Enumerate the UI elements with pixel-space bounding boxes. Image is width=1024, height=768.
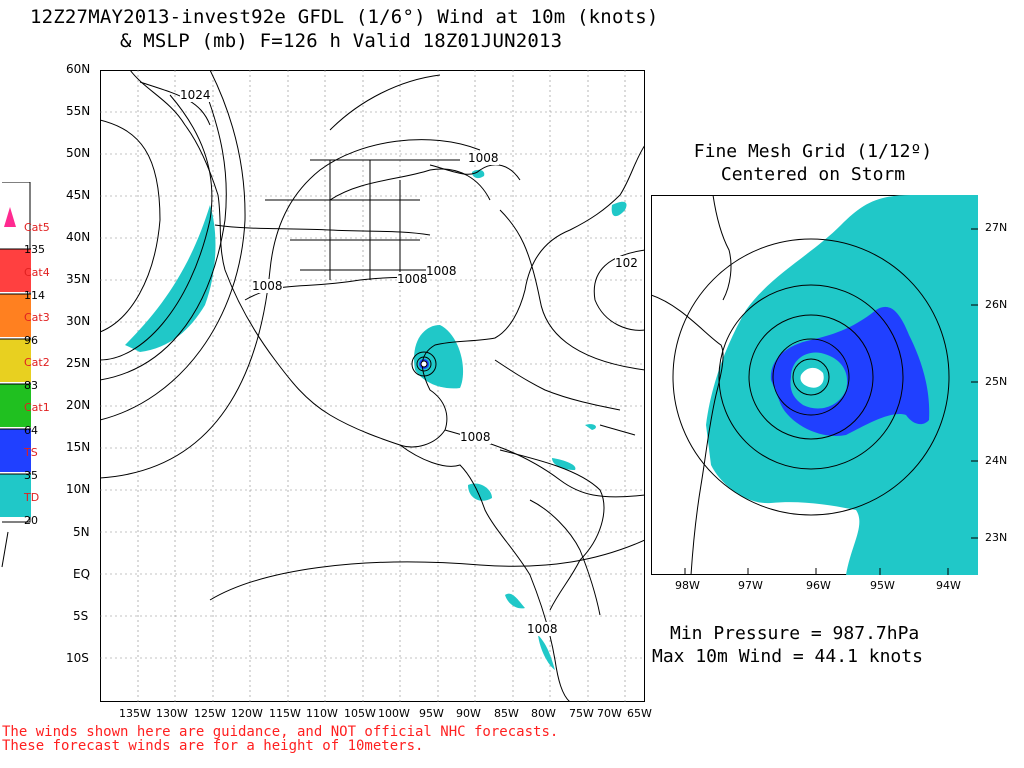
legend-cat5: Cat5 xyxy=(24,221,50,234)
legend-ts: TS xyxy=(24,446,38,459)
lat-label-50n: 50N xyxy=(66,146,91,160)
isobar-label-1008-carib: 1008 xyxy=(460,430,491,444)
lat-label-45n: 45N xyxy=(66,188,91,202)
legend-135: 135 xyxy=(24,243,45,256)
legend-20: 20 xyxy=(24,514,38,527)
lat-label-55n: 55N xyxy=(66,104,91,118)
lon-label-80w: 80W xyxy=(531,707,556,720)
isobar-label-1008-central: 1008 xyxy=(397,272,428,286)
lat-label-5s: 5S xyxy=(73,609,89,623)
fm-lat-25n: 25N xyxy=(985,375,1008,388)
legend-td: TD xyxy=(24,491,40,504)
lat-label-20n: 20N xyxy=(66,398,91,412)
fine-mesh-title-1: Fine Mesh Grid (1/12º) xyxy=(693,141,933,162)
fm-lat-24n: 24N xyxy=(985,454,1008,467)
legend-114: 114 xyxy=(24,289,45,302)
title-line-1: 12Z27MAY2013-invest92e GFDL (1/6°) Wind … xyxy=(30,6,659,28)
isobar-label-1024-nw: 1024 xyxy=(180,88,211,102)
lon-label-75w: 75W xyxy=(569,707,594,720)
lat-label-25n: 25N xyxy=(66,356,91,370)
td-wind-area-gulf xyxy=(414,325,464,389)
lat-label-35n: 35N xyxy=(66,272,91,286)
lon-label-115w: 115W xyxy=(269,707,301,720)
legend-96: 96 xyxy=(24,334,38,347)
isobars xyxy=(100,70,645,601)
lon-label-65w: 65W xyxy=(627,707,652,720)
fm-lon-98w: 98W xyxy=(675,579,700,592)
max-wind: Max 10m Wind = 44.1 knots xyxy=(652,646,923,667)
title-line-2: & MSLP (mb) F=126 h Valid 18Z01JUN2013 xyxy=(120,30,563,52)
isobar-label-1008-sa: 1008 xyxy=(527,622,558,636)
disclaimer-line-2: These forecast winds are for a height of… xyxy=(2,738,424,754)
lon-label-90w: 90W xyxy=(456,707,481,720)
legend-83: 83 xyxy=(24,379,38,392)
fm-lon-97w: 97W xyxy=(738,579,763,592)
lon-label-85w: 85W xyxy=(494,707,519,720)
fm-lat-27n: 27N xyxy=(985,221,1008,234)
lon-label-125w: 125W xyxy=(194,707,226,720)
fm-lon-95w: 95W xyxy=(870,579,895,592)
lon-label-130w: 130W xyxy=(156,707,188,720)
isobar-label-102-atlantic: 102 xyxy=(615,256,638,270)
coastlines xyxy=(129,70,645,702)
legend-cat3: Cat3 xyxy=(24,311,50,324)
lat-label-15n: 15N xyxy=(66,440,91,454)
wind-legend xyxy=(0,182,31,568)
lon-label-95w: 95W xyxy=(419,707,444,720)
lon-label-105w: 105W xyxy=(344,707,376,720)
min-pressure: Min Pressure = 987.7hPa xyxy=(670,623,920,644)
lon-label-135w: 135W xyxy=(119,707,151,720)
fm-lon-96w: 96W xyxy=(806,579,831,592)
legend-cat2: Cat2 xyxy=(24,356,50,369)
isobar-label-1008-greatlakes: 1008 xyxy=(468,151,499,165)
lat-label-10n: 10N xyxy=(66,482,91,496)
isobar-label-1008-west: 1008 xyxy=(252,279,283,293)
lat-label-10s: 10S xyxy=(66,651,89,665)
fine-mesh-title-2: Centered on Storm xyxy=(720,164,906,185)
lon-label-100w: 100W xyxy=(378,707,410,720)
lat-label-5n: 5N xyxy=(73,525,90,539)
lat-label-60n: 60N xyxy=(66,62,91,76)
lat-label-30n: 30N xyxy=(66,314,91,328)
main-map xyxy=(100,70,645,702)
fm-lon-94w: 94W xyxy=(936,579,961,592)
lon-label-120w: 120W xyxy=(231,707,263,720)
legend-35: 35 xyxy=(24,469,38,482)
fine-mesh-map xyxy=(651,195,978,575)
legend-64: 64 xyxy=(24,424,38,437)
grid-lines xyxy=(100,70,645,702)
legend-cat4: Cat4 xyxy=(24,266,50,279)
disclaimer-line-1: The winds shown here are guidance, and N… xyxy=(2,724,559,740)
lat-label-eq: EQ xyxy=(73,567,91,581)
legend-cat1: Cat1 xyxy=(24,401,50,414)
fm-lat-26n: 26N xyxy=(985,298,1008,311)
lat-label-40n: 40N xyxy=(66,230,91,244)
isobar-label-1008-east: 1008 xyxy=(426,264,457,278)
fm-lat-23n: 23N xyxy=(985,531,1008,544)
lon-label-70w: 70W xyxy=(597,707,622,720)
lon-label-110w: 110W xyxy=(306,707,338,720)
